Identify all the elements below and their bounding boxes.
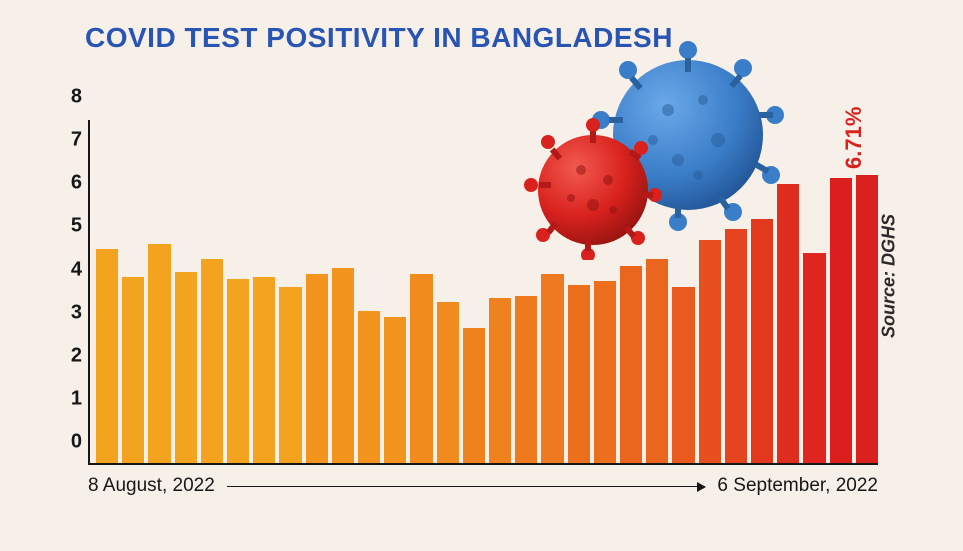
- bar: [437, 302, 459, 463]
- x-start-label: 8 August, 2022: [88, 475, 215, 497]
- bar: [384, 317, 406, 463]
- y-tick-label: 3: [71, 301, 82, 324]
- y-tick-label: 6: [71, 172, 82, 195]
- bar: [253, 277, 275, 464]
- bar: [279, 287, 301, 463]
- bar: 6.71%: [856, 175, 878, 463]
- y-tick-label: 7: [71, 129, 82, 152]
- bar: [306, 274, 328, 463]
- bar: [489, 298, 511, 463]
- bar: [725, 229, 747, 463]
- bar-chart: 012345678 6.71%: [48, 120, 878, 465]
- bar: [332, 268, 354, 463]
- bar: [541, 274, 563, 463]
- y-tick-label: 5: [71, 215, 82, 238]
- y-axis: 012345678: [48, 120, 88, 465]
- y-tick-label: 0: [71, 431, 82, 454]
- bar: [463, 328, 485, 463]
- bar: [175, 272, 197, 463]
- bar: [148, 244, 170, 463]
- callout-label: 6.71%: [841, 107, 867, 169]
- bar: [358, 311, 380, 463]
- source-label: Source: DGHS: [878, 213, 899, 337]
- bar: [646, 259, 668, 463]
- y-tick-label: 2: [71, 344, 82, 367]
- y-tick-label: 8: [71, 86, 82, 109]
- bar: [672, 287, 694, 463]
- bar: [227, 279, 249, 463]
- bar: [568, 285, 590, 463]
- bar: [201, 259, 223, 463]
- bar: [777, 184, 799, 463]
- bar: [830, 178, 852, 463]
- bar: [410, 274, 432, 463]
- bar: [594, 281, 616, 463]
- bar: [96, 249, 118, 463]
- y-tick-label: 1: [71, 387, 82, 410]
- bar: [620, 266, 642, 463]
- y-axis-line: [88, 120, 90, 465]
- bar: [699, 240, 721, 463]
- y-tick-label: 4: [71, 258, 82, 281]
- bar: [803, 253, 825, 463]
- x-axis-labels: 8 August, 2022 6 September, 2022: [88, 475, 878, 497]
- chart-title: COVID TEST POSITIVITY IN BANGLADESH: [85, 22, 673, 54]
- bar: [515, 296, 537, 463]
- x-range-arrow: [227, 486, 706, 487]
- x-axis-line: [88, 463, 878, 465]
- bar: [751, 219, 773, 463]
- bar: [122, 277, 144, 464]
- x-end-label: 6 September, 2022: [717, 475, 878, 497]
- bars-container: 6.71%: [96, 120, 878, 463]
